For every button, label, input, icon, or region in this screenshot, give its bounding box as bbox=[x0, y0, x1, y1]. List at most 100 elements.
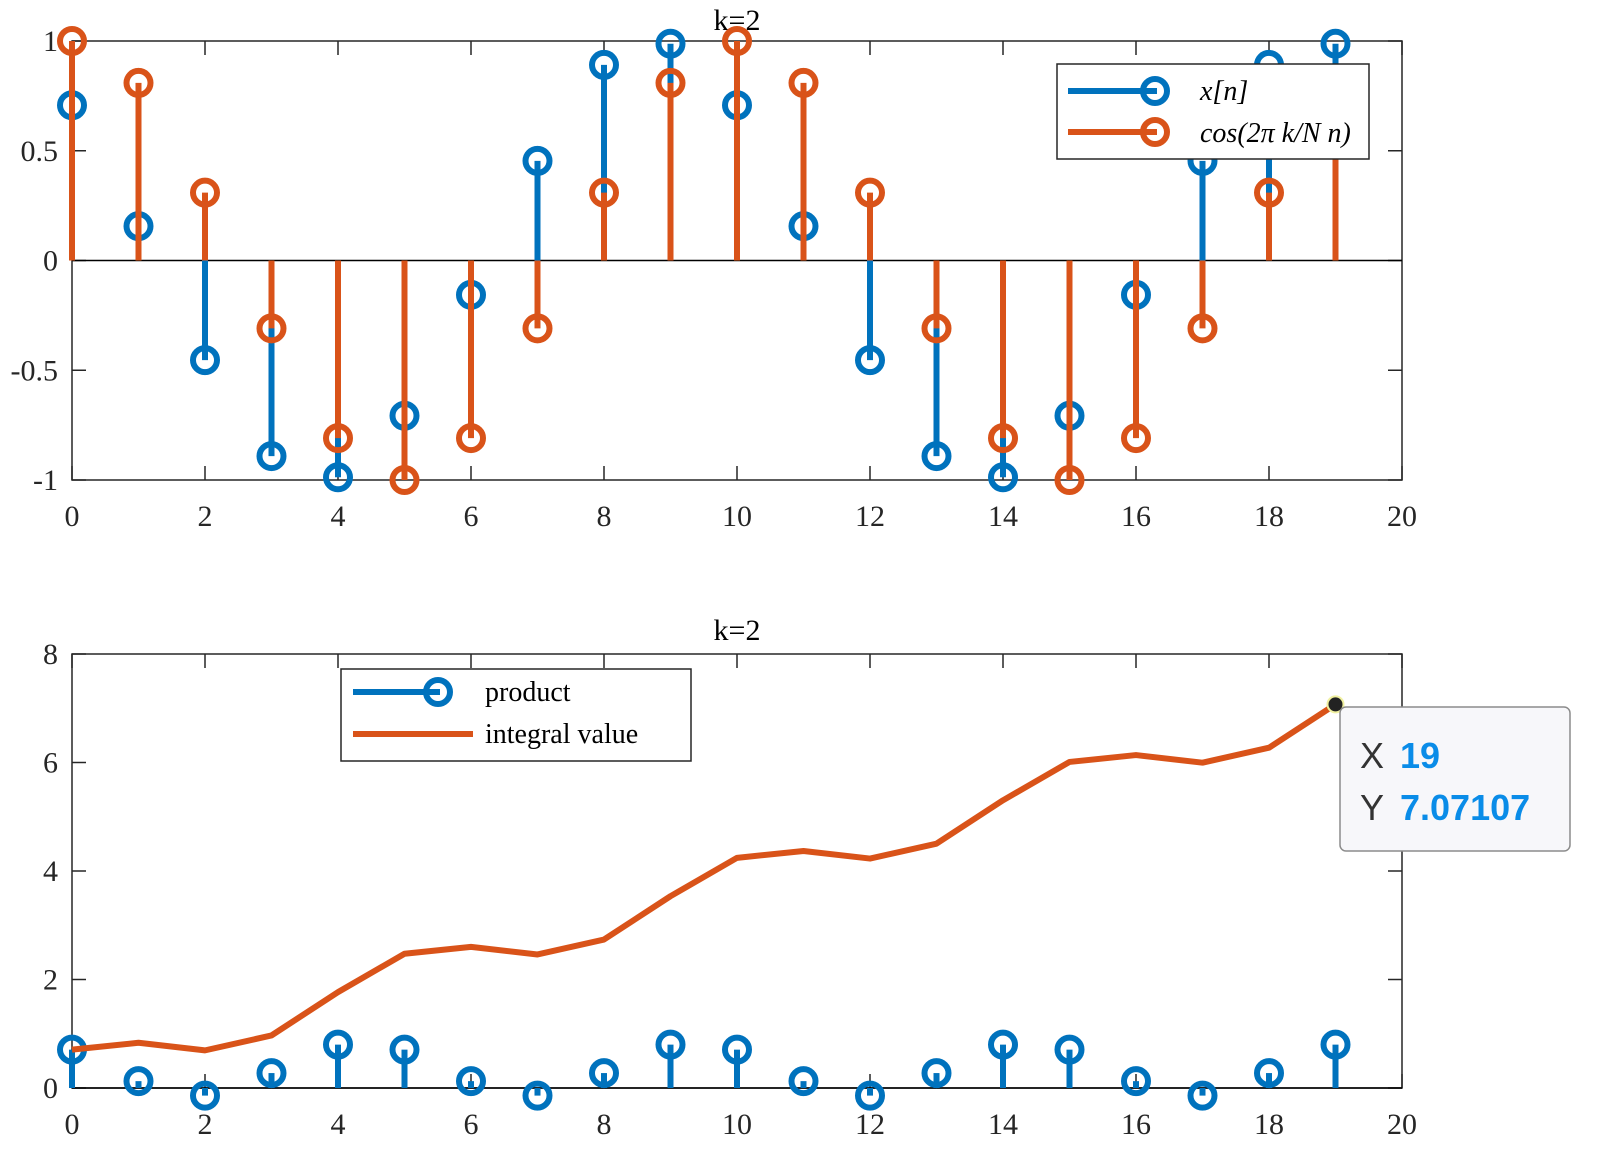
stem-marker bbox=[1320, 1029, 1351, 1060]
top-legend-box bbox=[1056, 63, 1370, 160]
stem-marker bbox=[988, 423, 1018, 454]
x-tick-label: 12 bbox=[855, 500, 885, 533]
stem-marker bbox=[323, 423, 353, 454]
stem-marker bbox=[589, 49, 619, 80]
x-tick-label: 2 bbox=[198, 500, 213, 533]
top-axes[interactable]: 0 2 4 6 8 10 12 14 16 18 20 -1 -0.5 0 0.5 1 k=2 x[n] co… bbox=[11, 4, 1418, 533]
stem-marker bbox=[190, 177, 220, 208]
stem-marker bbox=[522, 1080, 553, 1111]
stem-marker bbox=[456, 423, 486, 454]
datatip-x: X 19 bbox=[1360, 735, 1440, 776]
stem-marker bbox=[722, 1034, 752, 1065]
stem-marker bbox=[855, 177, 885, 208]
y-tick-label: 4 bbox=[43, 855, 58, 888]
bottom-legend-box bbox=[340, 668, 692, 762]
stem-marker bbox=[123, 1066, 154, 1097]
stem-marker bbox=[323, 462, 353, 493]
x-tick-label: 18 bbox=[1254, 500, 1284, 533]
integral-line bbox=[71, 701, 1338, 1054]
x-tick-label: 16 bbox=[1121, 1108, 1151, 1141]
y-tick-label: 0 bbox=[43, 245, 58, 278]
x-tick-label: 6 bbox=[464, 1108, 479, 1141]
stem-marker bbox=[190, 345, 220, 376]
stem-marker bbox=[722, 26, 752, 56]
bottom-axes-title: k=2 bbox=[714, 614, 761, 647]
stem-marker bbox=[655, 67, 686, 98]
x-tick-label: 6 bbox=[464, 500, 479, 533]
y-tick-label: -0.5 bbox=[11, 354, 59, 387]
y-tick-label: 8 bbox=[43, 638, 58, 671]
x-tick-label: 0 bbox=[65, 500, 80, 533]
x-tick-label: 20 bbox=[1387, 500, 1417, 533]
y-tick-label: 6 bbox=[43, 747, 58, 780]
stem-marker bbox=[456, 1066, 486, 1097]
stem-marker bbox=[655, 1029, 686, 1060]
x-tick-label: 8 bbox=[597, 500, 612, 533]
stem-marker bbox=[522, 145, 553, 176]
legend-xn-marker bbox=[1140, 76, 1170, 106]
stem-marker bbox=[1187, 1080, 1218, 1111]
stem-marker bbox=[1121, 423, 1151, 454]
stem-marker bbox=[190, 1080, 220, 1111]
stem-marker bbox=[57, 26, 87, 56]
stem-marker bbox=[1054, 465, 1085, 495]
stem-marker bbox=[655, 28, 686, 59]
x-tick-label: 4 bbox=[331, 500, 346, 533]
x-tick-label: 0 bbox=[65, 1108, 80, 1141]
top-axes-ticks: 0 2 4 6 8 10 12 14 16 18 20 -1 -0.5 0 0.5 1 bbox=[11, 25, 1418, 533]
bottom-axes[interactable]: 0 2 4 6 8 10 12 14 16 18 20 0 2 4 6 8 k=2 product integ… bbox=[43, 614, 1571, 1141]
datatip-y-value: 7.07107 bbox=[1400, 787, 1530, 828]
x-tick-label: 10 bbox=[722, 500, 752, 533]
bottom-legend[interactable]: product integral value bbox=[340, 668, 692, 762]
stem-marker bbox=[921, 313, 952, 344]
stem-marker bbox=[522, 313, 553, 344]
stem-marker bbox=[1254, 1058, 1284, 1089]
y-tick-label: -1 bbox=[33, 464, 58, 497]
stem-marker bbox=[389, 465, 420, 495]
stem-marker bbox=[988, 1029, 1018, 1060]
bottom-axes-box bbox=[71, 653, 1403, 1089]
stem-marker bbox=[855, 345, 885, 376]
stem-marker bbox=[1054, 1034, 1085, 1065]
y-tick-label: 0 bbox=[43, 1072, 58, 1105]
bottom-axes-marks bbox=[57, 701, 1402, 1111]
x-tick-label: 4 bbox=[331, 1108, 346, 1141]
datatip-y: Y 7.07107 bbox=[1360, 787, 1530, 828]
x-tick-label: 10 bbox=[722, 1108, 752, 1141]
stem-marker bbox=[389, 1034, 420, 1065]
stem-marker bbox=[921, 1058, 952, 1089]
y-tick-label: 0.5 bbox=[21, 135, 59, 168]
datatip[interactable]: X 19 Y 7.07107 bbox=[1326, 695, 1571, 852]
top-legend[interactable]: x[n] cos(2π k/N n) bbox=[1056, 63, 1370, 160]
stem-marker bbox=[988, 462, 1018, 493]
x-tick-label: 14 bbox=[988, 500, 1018, 533]
legend-product-label: product bbox=[485, 677, 571, 708]
legend-integral-label: integral value bbox=[485, 719, 638, 750]
stem-marker bbox=[256, 1058, 287, 1089]
y-tick-label: 1 bbox=[43, 25, 58, 58]
x-tick-label: 8 bbox=[597, 1108, 612, 1141]
x-tick-label: 16 bbox=[1121, 500, 1151, 533]
legend-xn-label: x[n] bbox=[1199, 76, 1248, 107]
x-tick-label: 20 bbox=[1387, 1108, 1417, 1141]
x-tick-label: 2 bbox=[198, 1108, 213, 1141]
stem-marker bbox=[589, 1058, 619, 1089]
datatip-x-value: 19 bbox=[1400, 735, 1440, 776]
stem-marker bbox=[1121, 1066, 1151, 1097]
legend-cos-marker bbox=[1140, 117, 1170, 147]
stem-marker bbox=[123, 67, 154, 98]
stem-marker bbox=[1320, 28, 1351, 59]
stem-marker bbox=[589, 177, 619, 208]
stem-marker bbox=[256, 441, 287, 472]
y-tick-label: 2 bbox=[43, 964, 58, 997]
stem-marker bbox=[323, 1029, 353, 1060]
stem-marker bbox=[788, 1066, 819, 1097]
top-axes-title: k=2 bbox=[714, 4, 761, 37]
datatip-point bbox=[1326, 695, 1345, 714]
x-tick-label: 12 bbox=[855, 1108, 885, 1141]
stem-marker bbox=[1187, 313, 1218, 344]
x-tick-label: 14 bbox=[988, 1108, 1018, 1141]
stem-marker bbox=[1254, 177, 1284, 208]
datatip-box bbox=[1339, 706, 1571, 852]
